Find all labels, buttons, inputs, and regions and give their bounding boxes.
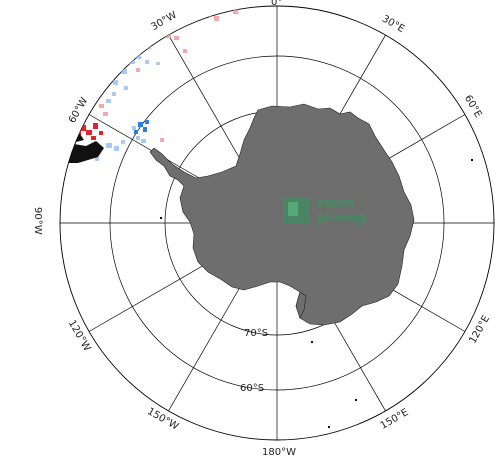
data-points [62, 6, 473, 428]
parallel-label-70s: 70°S [244, 328, 268, 339]
watermark-line2: pi-mep [316, 211, 367, 226]
meridian-label-60w: 60°W [67, 96, 90, 126]
meridian-label-120e: 120°E [467, 314, 492, 346]
meridian-label-150w: 150°W [145, 406, 180, 433]
map-boundary [59, 5, 495, 441]
parallel-label-60s: 60°S [240, 383, 264, 394]
meridian-label-0: 0° [271, 0, 282, 8]
meridian-line [168, 34, 249, 174]
meridian-label-30e: 30°E [380, 14, 406, 36]
meridian-label-150e: 150°E [379, 407, 411, 432]
meridian-label-30w: 30°W [149, 10, 179, 33]
meridian-label-90w: 90°W [32, 207, 43, 235]
smos-pi-mep-watermark: smos pi-mep [283, 196, 367, 226]
antarctica-landmass [149, 103, 415, 326]
meridian-line [168, 272, 249, 412]
meridian-label-120w: 120°W [66, 318, 93, 353]
meridian-label-180w: 180°W [262, 447, 296, 458]
watermark-line1: smos [316, 196, 354, 211]
